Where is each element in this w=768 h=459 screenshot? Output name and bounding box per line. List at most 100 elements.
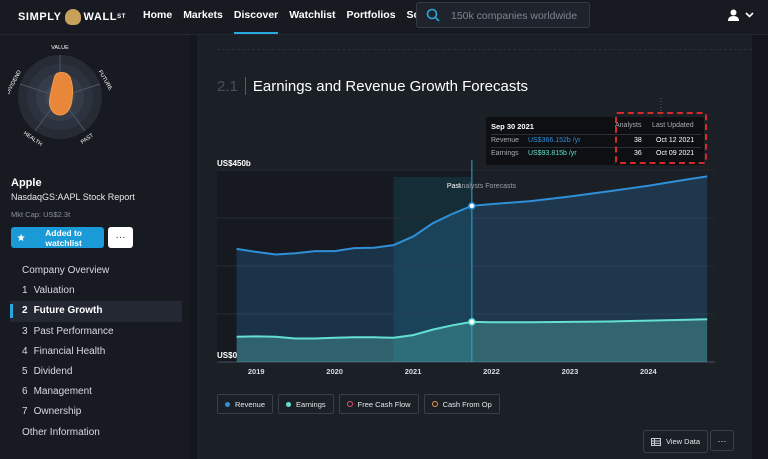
sidebar-item-financial-health[interactable]: 4 Financial Health [10,342,182,362]
star-icon [17,233,25,242]
sidebar-item-ownership[interactable]: 7 Ownership [10,402,182,422]
chart-more-button[interactable]: ··· [710,430,734,451]
legend-ring [346,401,353,407]
logo-text-right: WALL [83,11,118,23]
sidebar-item-valuation[interactable]: 1 Valuation [10,281,182,301]
legend-earnings[interactable]: Earnings [278,394,334,414]
company-name: Apple [11,177,42,189]
section-title: 2.1 Earnings and Revenue Growth Forecast… [217,77,528,95]
legend-cash-from-op[interactable]: Cash From Op [423,394,500,414]
chart-legend: Revenue Earnings Free Cash Flow Cash Fro… [217,394,500,414]
x-tick-label: 2019 [248,367,265,376]
logo-text-left: SIMPLY [18,11,62,23]
sidebar-item-number: 2 [22,305,28,317]
tooltip-row-earnings: Earnings US$93.815b /yr 36 Oct 09 2021 [491,147,701,160]
sidebar-item-other-information[interactable]: Other Information [10,423,182,443]
sidebar-item-future-growth[interactable]: 2 Future Growth [10,301,182,322]
search-box[interactable] [416,2,590,28]
snowflake-chart: VALUE FUTURE PAST HEALTH DIVIDEND [8,45,112,147]
sidebar-item-label: Company Overview [22,265,110,276]
legend-free-cash-flow[interactable]: Free Cash Flow [338,394,419,414]
tooltip-head-updated: Last Updated [652,122,694,129]
chevron-down-icon [745,12,754,18]
tooltip-label: Earnings [491,150,519,157]
bull-logo-icon [64,9,81,25]
divider [217,49,752,50]
view-data-label: View Data [665,437,701,446]
legend-label: Free Cash Flow [357,399,411,409]
snowflake-label-past: PAST [80,132,95,145]
search-input[interactable] [449,7,585,25]
tooltip-label: Revenue [491,137,520,144]
legend-revenue[interactable]: Revenue [217,394,274,414]
market-cap: Mkt Cap: US$2.3t [11,210,71,219]
sidebar-item-past-performance[interactable]: 3 Past Performance [10,322,182,342]
x-tick-label: 2022 [483,367,500,376]
legend-label: Revenue [235,399,266,409]
nav-home[interactable]: Home [143,9,173,21]
watchlist-button-label: Added to watchlist [45,227,82,248]
tooltip-analyst-count: 36 [634,150,642,157]
nav-links: Home Markets Discover Watchlist Portfoli… [143,0,462,34]
sidebar-item-label: Ownership [33,406,82,418]
search-icon [426,8,440,22]
nav-markets[interactable]: Markets [183,9,223,21]
top-nav: SIMPLY WALL ST Home Markets Discover Wat… [0,0,768,35]
sidebar-item-label: Valuation [33,285,75,297]
sidebar-item-number: 1 [22,285,28,297]
logo-sup: ST [117,14,126,20]
series-line-earnings [236,318,708,340]
marker-revenue [468,202,476,210]
y-axis-bottom-label: US$0 [217,351,238,360]
sidebar-item-number: 6 [22,386,28,398]
legend-label: Cash From Op [442,399,492,409]
x-tick-label: 2023 [562,367,579,376]
snowflake-label-value: VALUE [51,45,69,51]
sidebar-item-dividend[interactable]: 5 Dividend [10,362,182,382]
tooltip-value: US$93.815b /yr [528,150,577,157]
x-tick-label: 2024 [640,367,658,376]
sidebar-item-label: Management [33,386,92,398]
nav-portfolios[interactable]: Portfolios [346,9,396,21]
sidebar-item-number: 7 [22,406,28,418]
ticker-label: NasdaqGS:AAPL Stock Report [11,192,135,202]
y-axis-top-label: US$450b [217,159,251,168]
logo[interactable]: SIMPLY WALL ST [18,9,126,25]
view-data-button[interactable]: View Data [643,430,708,453]
sidebar-item-number: 3 [22,325,28,337]
sidebar-item-number: 4 [22,345,28,357]
tooltip-value: US$366.152b /yr [528,137,581,144]
title-divider [244,77,246,95]
more-options-button[interactable]: ··· [108,227,133,248]
section-number: 2.1 [217,77,238,95]
sidebar-item-management[interactable]: 6 Management [10,382,182,402]
sidebar-item-label: Future Growth [33,305,103,317]
past-label: Past [447,183,461,190]
sidebar-item-label: Other Information [22,426,100,438]
x-tick-label: 2020 [326,367,343,376]
tooltip-updated: Oct 12 2021 [656,137,695,144]
sidebar-item-label: Past Performance [33,325,114,337]
legend-dot [286,401,292,407]
tooltip-head-analysts: Analysts [615,122,642,129]
section-menu: Company Overview 1 Valuation 2 Future Growth… [10,261,182,443]
marker-earnings [468,318,476,326]
nav-watchlist[interactable]: Watchlist [289,9,336,21]
sidebar-item-number: 5 [22,365,28,377]
nav-discover[interactable]: Discover [233,0,279,34]
recent-past-band [393,177,472,362]
forecast-label: Analysts Forecasts [457,183,517,190]
user-icon [728,9,739,21]
user-menu[interactable] [728,9,754,21]
tooltip-row-revenue: Revenue US$366.152b /yr 38 Oct 12 2021 [491,134,701,147]
chart-tooltip: Sep 30 2021 Analysts Last Updated Revenu… [486,117,704,165]
legend-dot [225,401,230,407]
sidebar-item-label: Dividend [33,365,73,377]
legend-ring [431,401,438,407]
sidebar: VALUE FUTURE PAST HEALTH DIVIDEND Apple … [0,35,190,459]
watchlist-button[interactable]: Added to watchlist [11,227,104,248]
sidebar-item-label: Financial Health [33,345,106,357]
sidebar-item-company-overview[interactable]: Company Overview [10,261,182,281]
section-title-text: Earnings and Revenue Growth Forecasts [252,77,529,95]
